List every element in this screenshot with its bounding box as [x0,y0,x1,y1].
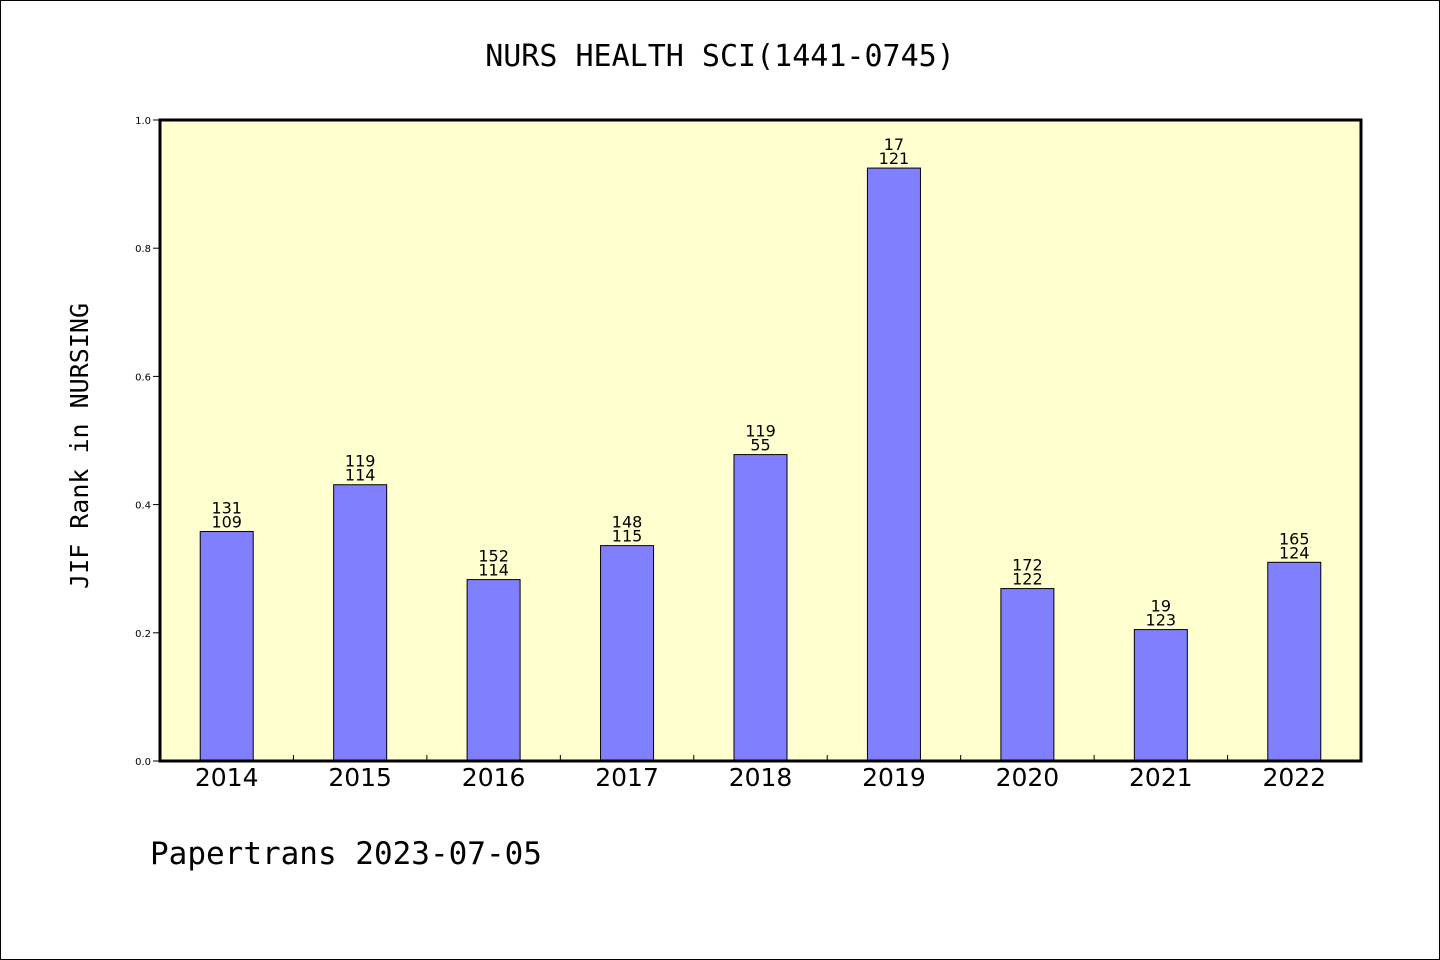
x-tick-label: 2021 [1129,763,1193,792]
bar-2020 [1000,588,1055,762]
plot-border [158,118,1363,763]
bar-label-bottom: 55 [750,436,770,455]
y-tick-label: 0.6 [135,372,151,383]
y-tick-label: 0.4 [135,501,151,512]
x-tick-label: 2022 [1262,763,1326,792]
bar-2018 [733,454,788,762]
x-axis-labels: 2014 2015 2016 2017 2018 2019 2020 2021 2022 [195,763,1326,792]
x-tick-label: 2014 [195,763,259,792]
x-tick-label: 2016 [462,763,526,792]
bar-2021 [1133,629,1188,762]
x-tick-label: 2017 [595,763,659,792]
bar-label-top: 17 [884,135,904,154]
bar-annotations: 1311091191141521141481151195517121172122… [211,135,1309,630]
y-axis-label: JIF Rank in NURSING [65,303,94,589]
bar-label-bottom: 123 [1146,611,1177,630]
bar-label-bottom: 109 [211,513,242,532]
x-tick-label: 2015 [328,763,392,792]
y-tick-label: 0.0 [135,757,151,768]
bar-label-bottom: 122 [1012,570,1043,589]
bar-label-top: 148 [612,513,643,532]
bar-2015 [333,484,388,762]
y-tick-label: 1.0 [135,116,151,127]
bar-label-top: 172 [1012,556,1043,575]
bar-2014 [199,531,254,762]
x-tick-label: 2018 [729,763,793,792]
bar-label-bottom: 114 [345,466,376,485]
x-tick-label: 2019 [862,763,926,792]
bar-2022 [1267,561,1322,762]
bar-2019 [866,167,921,762]
bar-label-top: 131 [211,499,242,518]
bar-label-bottom: 115 [612,527,643,546]
bar-label-bottom: 114 [478,561,509,580]
bar-label-bottom: 124 [1279,543,1310,562]
bar-series [199,167,1322,762]
y-tick-label: 0.2 [135,629,151,640]
bar-label-top: 119 [345,452,376,471]
footer-text: Papertrans 2023-07-05 [150,836,542,872]
chart-title: NURS HEALTH SCI(1441-0745) [485,39,955,74]
bar-2016 [466,579,521,762]
y-tick-label: 0.8 [135,244,151,255]
bar-label-top: 119 [745,422,776,441]
bar-2017 [600,545,655,762]
y-axis-ticks: 0.0 0.2 0.4 0.6 0.8 1.0 [135,116,160,768]
bar-label-top: 165 [1279,529,1310,548]
bar-label-top: 152 [478,547,509,566]
x-tick-label: 2020 [996,763,1060,792]
bar-label-top: 19 [1151,597,1171,616]
bar-label-bottom: 121 [879,149,910,168]
